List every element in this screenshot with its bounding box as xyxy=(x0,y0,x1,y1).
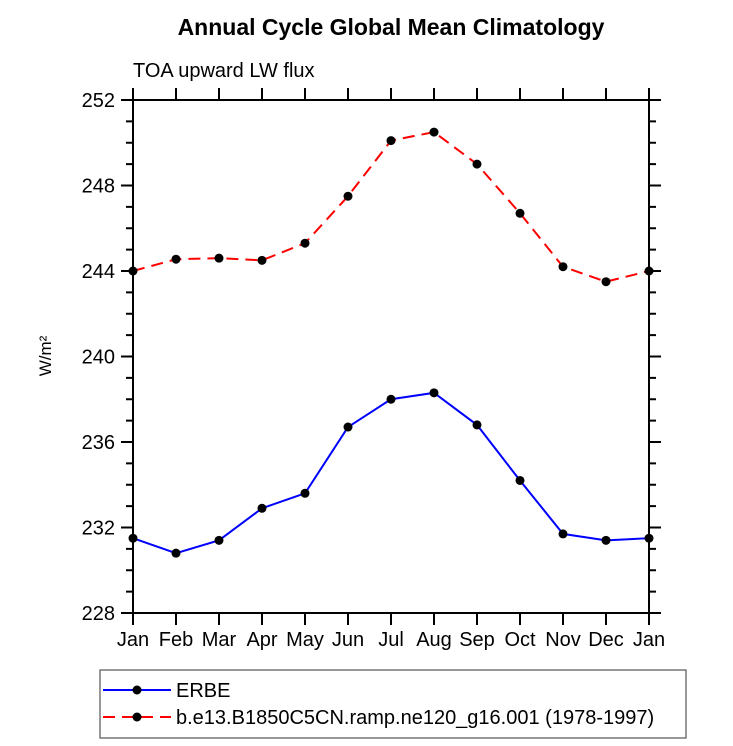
x-tick-label: Jan xyxy=(633,629,665,651)
data-point-marker xyxy=(601,277,611,287)
series-model xyxy=(128,127,654,287)
x-tick-label: Jan xyxy=(117,629,149,651)
x-tick-label: Dec xyxy=(588,629,624,651)
data-point-marker xyxy=(214,253,224,263)
data-point-marker xyxy=(257,503,267,513)
data-point-marker xyxy=(128,533,138,543)
x-axis-ticks: Jan Feb Mar Apr May Jun Jul Aug Sep Oct Nov Dec Jan xyxy=(117,88,665,651)
x-tick-label: Mar xyxy=(202,629,237,651)
data-point-marker xyxy=(128,266,138,276)
data-point-marker xyxy=(472,159,482,169)
data-point-marker xyxy=(558,529,568,539)
x-tick-label: Jun xyxy=(332,629,364,651)
data-point-marker xyxy=(386,394,396,404)
data-point-marker xyxy=(214,535,224,545)
legend-item: b.e13.B1850C5CN.ramp.ne120_g16.001 (1978… xyxy=(103,707,654,729)
data-point-marker xyxy=(300,488,310,498)
chart-subtitle: TOA upward LW flux xyxy=(133,60,315,82)
data-point-marker xyxy=(644,533,654,543)
data-point-marker xyxy=(171,548,181,558)
legend-marker xyxy=(132,712,142,722)
chart-title: Annual Cycle Global Mean Climatology xyxy=(177,14,605,40)
y-tick-label: 248 xyxy=(82,176,115,198)
series-line xyxy=(132,391,650,555)
series-line xyxy=(132,130,650,283)
legend-label: b.e13.B1850C5CN.ramp.ne120_g16.001 (1978… xyxy=(176,707,654,729)
y-tick-label: 232 xyxy=(82,518,115,540)
y-axis-ticks: 228 232 236 240 244 248 252 xyxy=(82,90,661,625)
data-point-marker xyxy=(472,420,482,430)
data-point-marker xyxy=(343,191,353,201)
data-point-marker xyxy=(601,535,611,545)
plot-box xyxy=(132,99,650,614)
y-tick-label: 240 xyxy=(82,347,115,369)
series-erbe xyxy=(128,388,654,558)
y-tick-label: 244 xyxy=(82,261,115,283)
data-point-marker xyxy=(515,208,525,218)
data-point-marker xyxy=(257,255,267,265)
data-point-marker xyxy=(300,238,310,248)
data-point-marker xyxy=(429,388,439,398)
x-tick-label: May xyxy=(286,629,324,651)
data-point-marker xyxy=(515,475,525,485)
legend-marker xyxy=(132,685,142,695)
x-tick-label: Jul xyxy=(378,629,404,651)
data-point-marker xyxy=(171,254,181,264)
data-point-marker xyxy=(644,266,654,276)
data-point-marker xyxy=(429,127,439,137)
legend-box xyxy=(99,669,687,739)
x-tick-label: Sep xyxy=(459,629,495,651)
x-tick-label: Oct xyxy=(504,629,536,651)
data-point-marker xyxy=(343,422,353,432)
legend: ERBE b.e13.B1850C5CN.ramp.ne120_g16.001 (… xyxy=(99,669,687,739)
data-point-marker xyxy=(558,262,568,272)
x-tick-label: Apr xyxy=(246,629,277,651)
x-tick-label: Nov xyxy=(545,629,581,651)
legend-item: ERBE xyxy=(103,680,230,702)
data-point-marker xyxy=(386,136,396,146)
x-tick-label: Feb xyxy=(159,629,193,651)
y-tick-label: 252 xyxy=(82,90,115,112)
x-tick-label: Aug xyxy=(416,629,452,651)
y-tick-label: 228 xyxy=(82,603,115,625)
legend-label: ERBE xyxy=(176,680,230,702)
y-tick-label: 236 xyxy=(82,432,115,454)
